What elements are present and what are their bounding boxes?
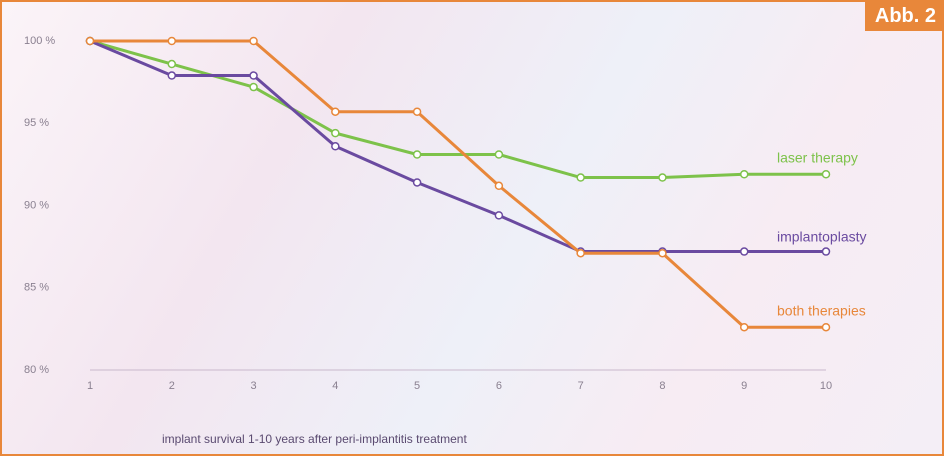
y-tick-label: 100 % (24, 35, 55, 47)
data-point (577, 250, 584, 257)
data-point (250, 72, 257, 79)
series-label: laser therapy (777, 150, 858, 166)
x-tick-label: 2 (169, 380, 175, 392)
data-point (250, 84, 257, 91)
data-point (414, 151, 421, 158)
data-point (168, 61, 175, 68)
data-point (250, 38, 257, 45)
series-line (90, 41, 826, 327)
data-point (414, 179, 421, 186)
data-point (741, 324, 748, 331)
data-point (495, 212, 502, 219)
series-line (90, 41, 826, 178)
x-tick-label: 8 (659, 380, 665, 392)
x-axis-title: implant survival 1-10 years after peri-i… (162, 432, 467, 446)
x-tick-label: 7 (578, 380, 584, 392)
data-point (495, 182, 502, 189)
x-tick-label: 9 (741, 380, 747, 392)
data-point (577, 174, 584, 181)
series-label: implantoplasty (777, 229, 867, 245)
data-point (168, 38, 175, 45)
series-label: both therapies (777, 303, 866, 319)
x-tick-label: 5 (414, 380, 420, 392)
y-tick-label: 80 % (24, 364, 49, 376)
data-point (332, 143, 339, 150)
figure-badge: Abb. 2 (865, 2, 942, 31)
data-point (659, 250, 666, 257)
data-point (659, 174, 666, 181)
chart: implant survival 1-10 years after peri-i… (2, 2, 942, 454)
x-tick-label: 4 (332, 380, 338, 392)
x-tick-label: 6 (496, 380, 502, 392)
data-point (823, 324, 830, 331)
data-point (741, 248, 748, 255)
data-point (823, 248, 830, 255)
chart-frame: implant survival 1-10 years after peri-i… (0, 0, 944, 456)
y-tick-label: 90 % (24, 199, 49, 211)
x-tick-label: 10 (820, 380, 832, 392)
data-point (168, 72, 175, 79)
y-tick-label: 95 % (24, 117, 49, 129)
data-point (495, 151, 502, 158)
data-point (87, 38, 94, 45)
x-tick-label: 1 (87, 380, 93, 392)
y-tick-label: 85 % (24, 282, 49, 294)
data-point (741, 171, 748, 178)
data-point (823, 171, 830, 178)
data-point (332, 130, 339, 137)
x-tick-label: 3 (250, 380, 256, 392)
data-point (414, 108, 421, 115)
data-point (332, 108, 339, 115)
